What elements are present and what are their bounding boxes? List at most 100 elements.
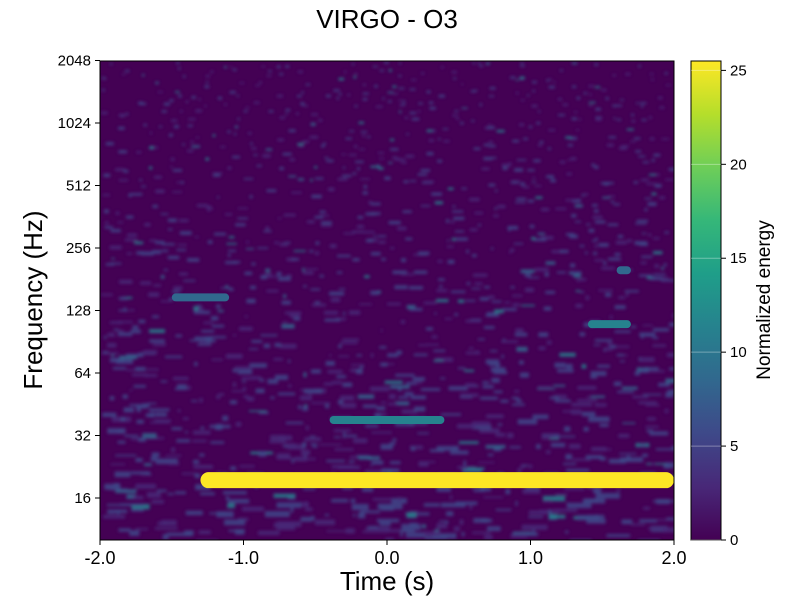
noise-speck <box>607 342 613 347</box>
noise-speck <box>161 110 167 113</box>
noise-speck <box>212 172 223 175</box>
noise-speck <box>433 359 444 362</box>
noise-speck <box>606 534 631 538</box>
noise-speck <box>639 519 658 523</box>
noise-speck <box>548 85 555 89</box>
noise-speck <box>118 150 127 154</box>
noise-speck <box>297 178 304 181</box>
noise-speck <box>642 453 648 457</box>
noise-speck <box>463 460 467 466</box>
noise-speck <box>497 423 503 426</box>
noise-speck <box>531 181 536 183</box>
noise-speck <box>455 117 460 120</box>
noise-speck <box>135 366 146 372</box>
noise-speck <box>205 339 216 343</box>
noise-speck <box>319 443 342 446</box>
noise-speck <box>426 152 434 156</box>
noise-speck <box>594 86 601 89</box>
noise-speck <box>528 510 547 515</box>
noise-speck <box>412 377 425 382</box>
noise-speck <box>593 251 597 255</box>
noise-speck <box>182 417 189 420</box>
noise-speck <box>398 497 402 501</box>
noise-speck <box>222 491 247 495</box>
noise-speck <box>327 369 343 374</box>
noise-speck <box>395 158 406 161</box>
noise-speck <box>162 534 169 540</box>
noise-speck <box>523 464 529 467</box>
noise-speck <box>153 284 162 287</box>
noise-speck <box>210 207 213 210</box>
noise-speck <box>267 275 278 278</box>
noise-speck <box>475 350 479 355</box>
noise-speck <box>232 382 236 388</box>
noise-speck <box>631 119 636 123</box>
noise-speck <box>289 314 301 318</box>
noise-speck <box>659 196 666 200</box>
noise-speck <box>457 423 476 429</box>
noise-speck <box>101 76 106 79</box>
noise-speck <box>290 507 294 513</box>
noise-speck <box>649 137 655 141</box>
noise-speck <box>100 293 113 296</box>
noise-speck <box>643 506 650 510</box>
noise-speck <box>370 165 380 168</box>
noise-speck <box>315 251 319 256</box>
noise-speck <box>195 136 200 139</box>
noise-speck <box>377 503 403 510</box>
noise-speck <box>255 84 260 87</box>
noise-speck <box>249 195 253 199</box>
noise-speck <box>424 180 434 184</box>
noise-speck <box>282 321 288 323</box>
noise-speck <box>520 464 525 469</box>
noise-speck <box>182 143 186 146</box>
noise-speck <box>309 435 316 438</box>
noise-speck <box>459 395 473 399</box>
colorbar-tick-label: 5 <box>730 438 738 455</box>
noise-speck <box>597 117 603 120</box>
noise-speck <box>388 161 393 164</box>
noise-speck <box>610 200 615 203</box>
noise-speck <box>227 166 232 170</box>
noise-speck <box>224 66 227 69</box>
noise-speck <box>370 386 390 392</box>
noise-speck <box>465 351 481 355</box>
noise-speck <box>577 399 597 402</box>
noise-speck <box>500 399 509 403</box>
noise-speck <box>588 85 594 88</box>
noise-speck <box>205 81 209 84</box>
noise-speck <box>146 492 161 498</box>
noise-speck <box>553 394 567 399</box>
noise-speck <box>132 495 144 500</box>
noise-speck <box>609 344 616 349</box>
noise-speck <box>554 399 571 403</box>
noise-speck <box>319 274 324 278</box>
noise-speck <box>261 65 265 68</box>
noise-speck <box>446 239 450 242</box>
noise-speck <box>398 74 402 77</box>
noise-speck <box>156 489 167 492</box>
noise-speck <box>590 395 605 398</box>
noise-speck <box>184 530 194 536</box>
noise-speck <box>362 83 367 86</box>
noise-speck <box>381 468 400 473</box>
noise-speck <box>169 297 174 302</box>
noise-speck <box>613 117 616 120</box>
noise-speck <box>512 532 539 536</box>
noise-speck <box>649 431 669 436</box>
noise-speck <box>669 367 674 371</box>
noise-speck <box>533 159 541 163</box>
noise-speck <box>117 329 124 333</box>
noise-speck <box>402 100 406 103</box>
noise-speck <box>381 258 386 261</box>
noise-speck <box>549 396 560 400</box>
noise-speck <box>409 88 416 91</box>
noise-speck <box>465 383 476 388</box>
noise-speck <box>589 93 592 96</box>
noise-speck <box>548 509 552 515</box>
noise-speck <box>382 97 385 100</box>
noise-speck <box>358 303 373 306</box>
noise-speck <box>118 309 129 312</box>
noise-speck <box>654 264 659 268</box>
noise-speck <box>149 239 157 242</box>
